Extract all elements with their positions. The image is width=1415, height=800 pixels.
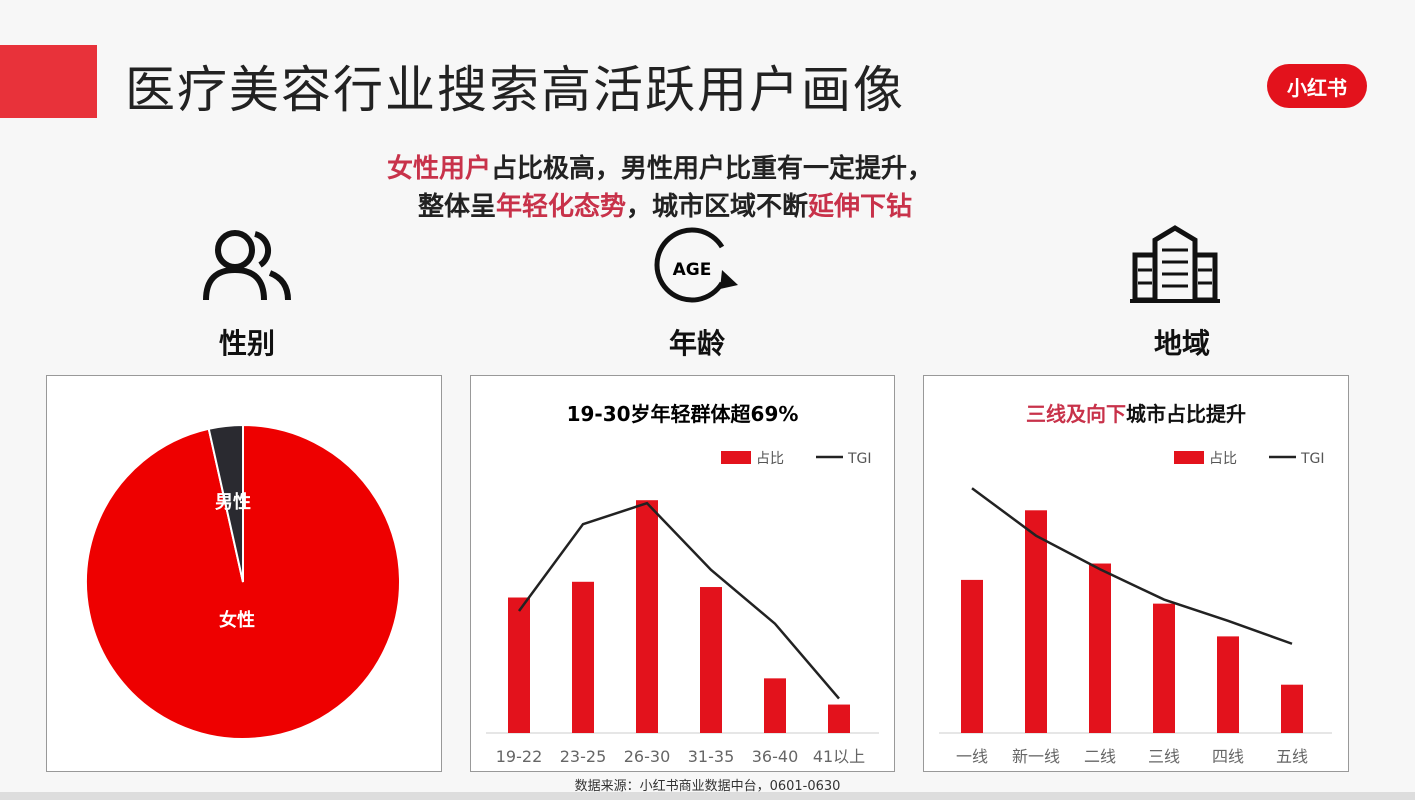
x-tick-label: 26-30 — [624, 747, 671, 766]
tgi-line — [517, 501, 840, 700]
region-bar-chart: 占比 TGI 一线 新一线 二线 三线 四线 五线 — [939, 451, 1332, 766]
subtitle-line-2: 整体呈年轻化态势，城市区域不断延伸下钻 — [418, 186, 912, 223]
x-tick-label: 一线 — [956, 747, 988, 766]
data-source-footer: 数据来源：小红书商业数据中台，0601-0630 — [574, 779, 841, 794]
legend-swatch-bar — [721, 451, 751, 464]
bar-三线 — [1153, 603, 1175, 733]
x-tick-label: 36-40 — [752, 747, 799, 766]
pie-slice-male — [207, 423, 244, 583]
legend-label-bar: 占比 — [756, 451, 784, 467]
bar-26-30 — [636, 500, 658, 733]
x-tick-label: 二线 — [1084, 747, 1116, 766]
x-tick-label: 三线 — [1148, 747, 1180, 766]
text: ，城市区域不断 — [626, 192, 809, 222]
subtitle-line-1: 女性用户占比极高，男性用户比重有一定提升， — [387, 148, 933, 185]
region-chart-title: 三线及向下城市占比提升 — [924, 398, 1348, 427]
age-bar-chart: 占比 TGI 19-22 23-25 26-30 31-35 36-40 41以上 — [486, 451, 879, 766]
section-label-gender: 性别 — [218, 327, 275, 360]
legend-label-line: TGI — [847, 451, 872, 467]
section-label-age: 年龄 — [668, 327, 725, 360]
highlight-text: 年轻化态势 — [496, 192, 627, 222]
bar-31-35 — [700, 587, 722, 733]
x-tick-label: 31-35 — [688, 747, 735, 766]
bar-41以上 — [828, 704, 850, 733]
bar-二线 — [1089, 563, 1111, 733]
bar-一线 — [961, 579, 983, 733]
gender-pie-chart: 女性 男性 — [85, 423, 401, 740]
age-icon: AGE — [654, 227, 738, 303]
bar-五线 — [1281, 684, 1303, 733]
region-panel: 三线及向下城市占比提升 占比 TGI 一线 新一线 二线 三线 四线 五线 — [923, 375, 1349, 772]
text: 城市占比提升 — [1126, 402, 1246, 426]
highlight-text: 延伸下钻 — [808, 192, 913, 222]
age-chart-title: 19-30岁年轻群体超69% — [566, 402, 799, 426]
svg-text:AGE: AGE — [673, 260, 712, 280]
bar-四线 — [1217, 636, 1239, 733]
x-tick-label: 四线 — [1212, 747, 1244, 766]
pie-label-male: 男性 — [215, 491, 251, 513]
x-tick-label: 19-22 — [496, 747, 543, 766]
age-panel: 19-30岁年轻群体超69% 占比 TGI 19-22 23-25 26-30 31-35… — [470, 375, 895, 772]
tgi-line — [971, 487, 1293, 645]
section-label-region: 地域 — [1153, 327, 1210, 360]
bar-36-40 — [764, 678, 786, 733]
page-title: 医疗美容行业搜索高活跃用户画像 — [125, 61, 905, 119]
x-tick-label: 新一线 — [1012, 747, 1060, 766]
bar-19-22 — [508, 597, 530, 733]
legend-label-bar: 占比 — [1209, 451, 1237, 467]
text: 占比极高，男性用户比重有一定提升， — [491, 154, 934, 184]
pie-label-female: 女性 — [219, 609, 255, 631]
x-tick-label: 五线 — [1276, 747, 1308, 766]
highlight-text: 女性用户 — [387, 154, 492, 184]
title-accent-block — [0, 45, 97, 118]
legend-swatch-bar — [1174, 451, 1204, 464]
highlight-text: 三线及向下 — [1026, 402, 1126, 426]
legend-label-line: TGI — [1300, 451, 1325, 467]
building-icon — [1130, 225, 1220, 303]
bar-新一线 — [1025, 510, 1047, 733]
x-tick-label: 23-25 — [560, 747, 607, 766]
x-tick-label: 41以上 — [813, 747, 865, 766]
gender-panel: 女性 男性 — [46, 375, 442, 772]
xiaohongshu-logo: 小红书 — [1267, 64, 1367, 108]
bottom-bar — [0, 792, 1415, 800]
bar-23-25 — [572, 581, 594, 733]
users-icon — [203, 230, 291, 301]
text: 整体呈 — [418, 192, 497, 222]
